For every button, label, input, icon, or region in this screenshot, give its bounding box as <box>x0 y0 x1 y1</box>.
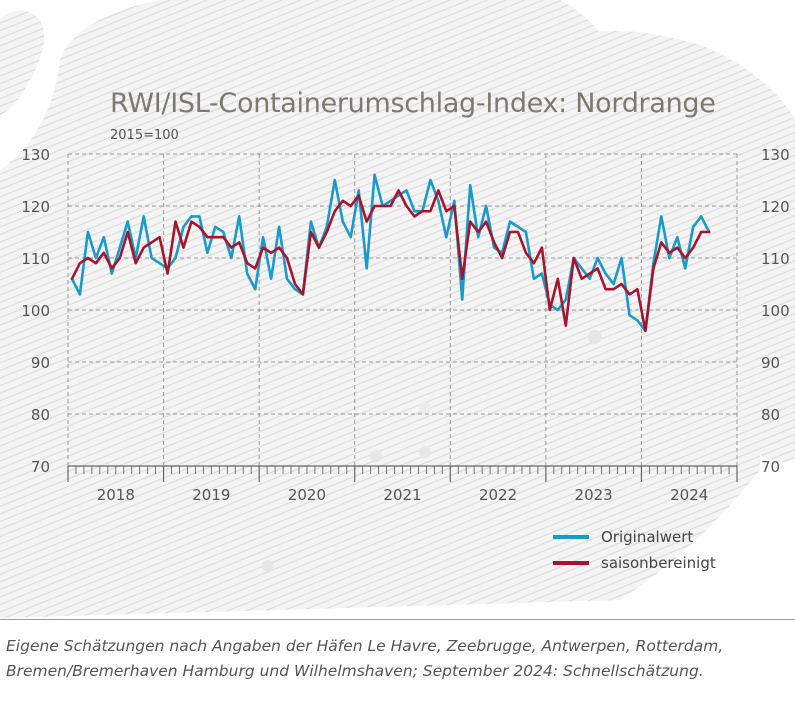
legend-item-originalwert: Originalwert <box>553 524 716 550</box>
x-tick-label: 2024 <box>670 486 708 504</box>
chart-area: 70 70 80 80 90 90 100 100 110 110 120 120 130 130 2018… <box>0 0 795 618</box>
legend-swatch-originalwert <box>553 535 589 539</box>
y-tick-label-left: 100 <box>21 302 50 320</box>
y-tick-label-right: 80 <box>761 406 780 424</box>
y-tick-label-right: 110 <box>761 250 790 268</box>
chart-subtitle: 2015=100 <box>110 128 179 143</box>
x-tick-label: 2020 <box>288 486 326 504</box>
x-tick-label: 2018 <box>97 486 135 504</box>
series-layer <box>70 173 711 333</box>
y-tick-label-right: 100 <box>761 302 790 320</box>
series-line-saisonbereinigt <box>70 189 711 333</box>
caption-separator <box>0 619 795 620</box>
x-tick-label: 2019 <box>192 486 230 504</box>
caption-line-2: Bremen/Bremerhaven Hamburg und Wilhelmsh… <box>6 662 704 680</box>
y-tick-label-right: 70 <box>761 458 780 476</box>
grid-layer <box>67 153 738 466</box>
x-tick-label: 2021 <box>383 486 421 504</box>
y-tick-label-left: 70 <box>31 458 50 476</box>
legend-label-originalwert: Originalwert <box>601 528 694 546</box>
y-tick-label-right: 90 <box>761 354 780 372</box>
legend: Originalwert saisonbereinigt <box>553 524 716 576</box>
chart-svg: 70 70 80 80 90 90 100 100 110 110 120 120 130 130 2018… <box>0 0 795 618</box>
y-tick-label-left: 80 <box>31 406 50 424</box>
caption-line-1: Eigene Schätzungen nach Angaben der Häfe… <box>6 637 724 655</box>
legend-label-saisonbereinigt: saisonbereinigt <box>601 554 716 572</box>
caption: Eigene Schätzungen nach Angaben der Häfe… <box>6 634 791 684</box>
y-tick-label-right: 130 <box>761 146 790 164</box>
y-tick-label-left: 120 <box>21 198 50 216</box>
legend-item-saisonbereinigt: saisonbereinigt <box>553 550 716 576</box>
axis-layer: 70 70 80 80 90 90 100 100 110 110 120 120 130 130 2018… <box>21 146 789 504</box>
legend-swatch-saisonbereinigt <box>553 561 589 565</box>
chart-title: RWI/ISL-Containerumschlag-Index: Nordran… <box>110 88 716 119</box>
y-tick-label-left: 110 <box>21 250 50 268</box>
x-tick-label: 2023 <box>575 486 613 504</box>
y-tick-label-left: 130 <box>21 146 50 164</box>
series-line-originalwert <box>70 173 711 333</box>
y-tick-label-right: 120 <box>761 198 790 216</box>
y-tick-label-left: 90 <box>31 354 50 372</box>
x-tick-label: 2022 <box>479 486 517 504</box>
